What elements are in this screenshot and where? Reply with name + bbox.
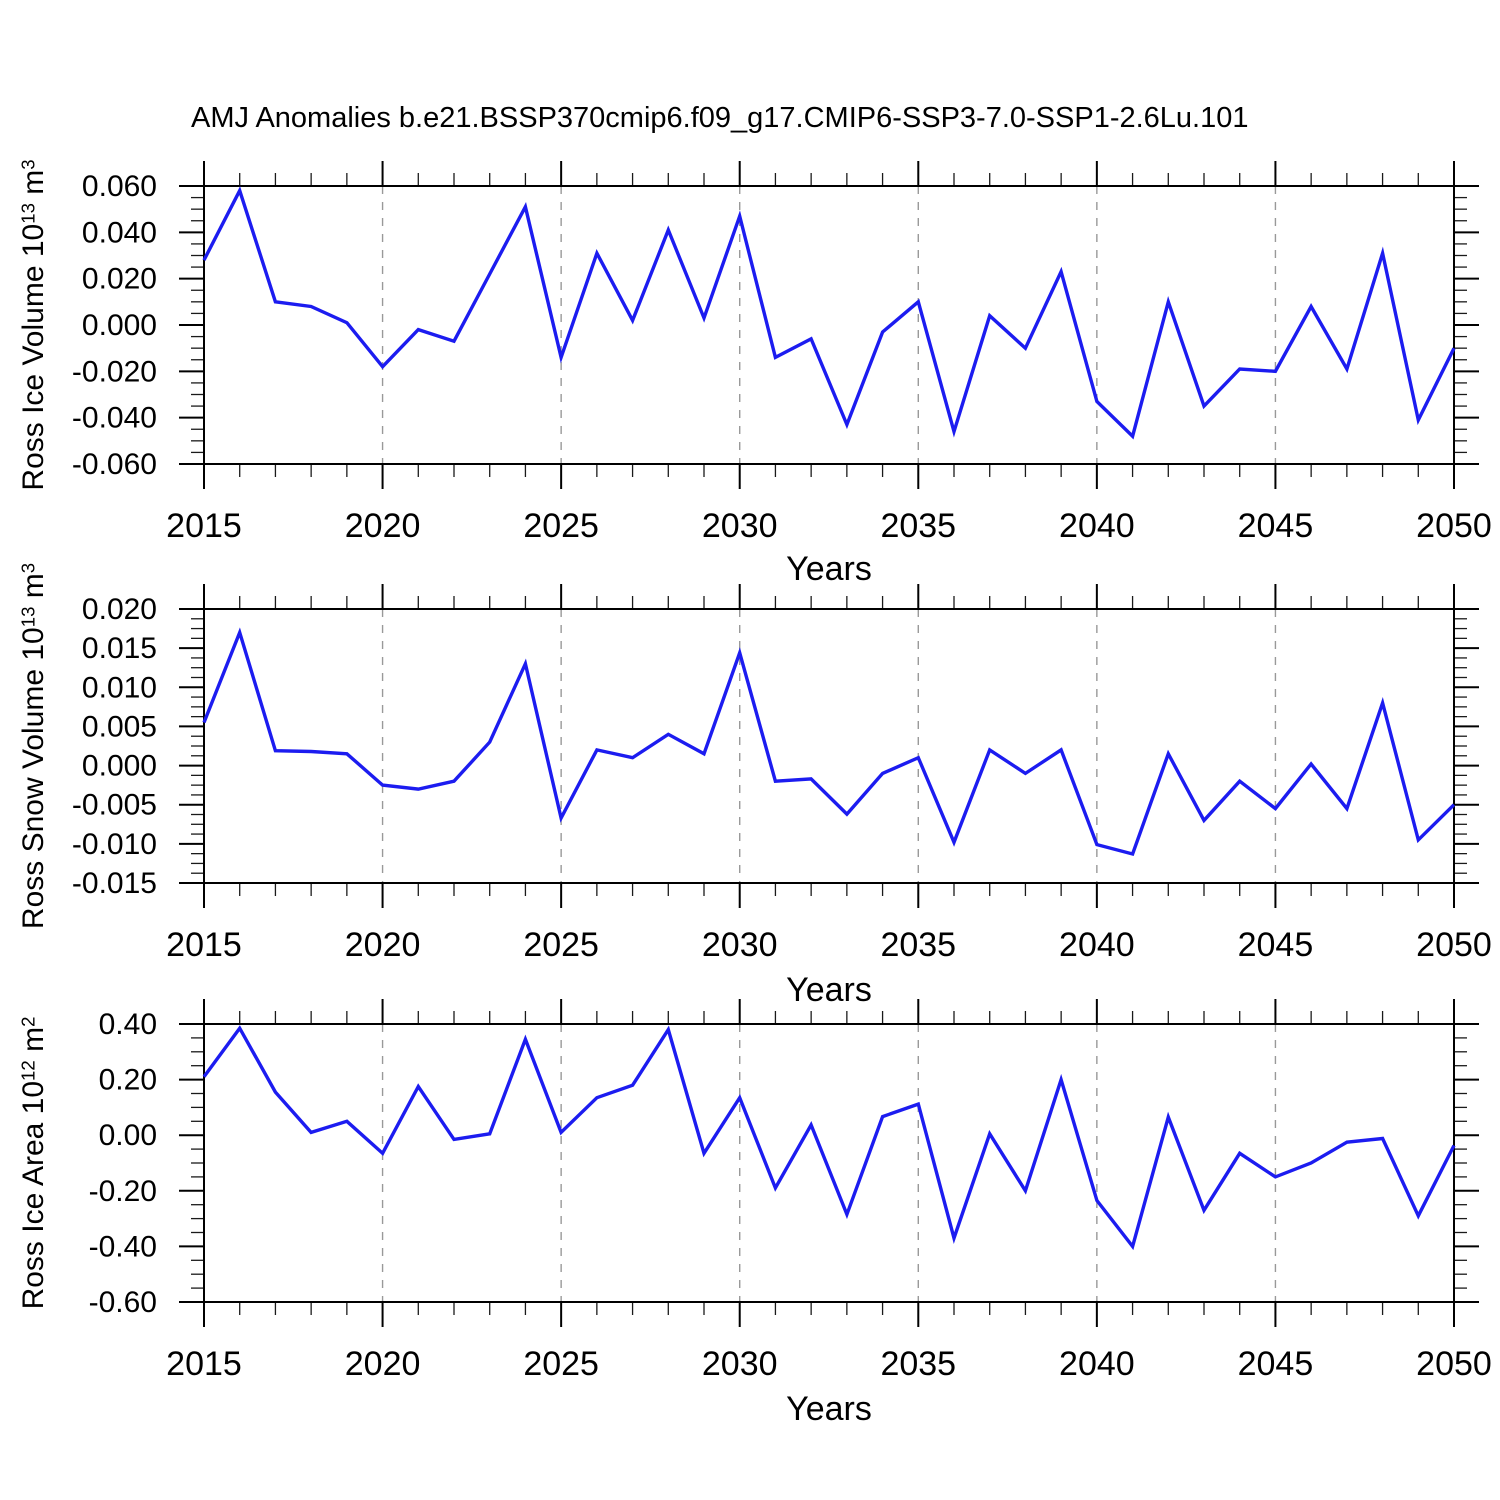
series-line-ross-snow-volume: [202, 627, 1456, 857]
y-axis-label-ross-ice-area: Ross Ice Area 1012 m2: [17, 1017, 51, 1310]
y-axis-label-unit: m: [17, 573, 50, 607]
x-tick-label: 2050: [1416, 926, 1492, 964]
y-tick-label: 0.060: [82, 170, 157, 203]
y-tick-label: 0.040: [82, 216, 157, 249]
x-axis-title-panel-3: Years: [786, 1390, 872, 1428]
x-tick-label: 2025: [523, 926, 599, 964]
x-tick-label: 2045: [1238, 1345, 1314, 1383]
x-tick-label: 2035: [880, 926, 956, 964]
y-axis-label-text: Ross Ice Area 10: [17, 1080, 50, 1310]
x-tick-label: 2050: [1416, 1345, 1492, 1383]
x-tick-label: 2030: [702, 926, 778, 964]
y-axis-label-text: Ross Ice Volume 10: [17, 223, 50, 491]
y-tick-label: 0.015: [82, 632, 157, 665]
figure-title: AMJ Anomalies b.e21.BSSP370cmip6.f09_g17…: [191, 102, 1249, 134]
x-tick-label: 2020: [345, 1345, 421, 1383]
y-tick-label: 0.00: [99, 1119, 157, 1152]
y-tick-label: -0.60: [89, 1286, 157, 1319]
chart-panel-ross-ice-volume: 0.060 0.040 0.020 0.000 -0.020 -0.040 -0.060 20…: [72, 161, 1492, 545]
x-tick-label: 2030: [702, 507, 778, 545]
x-tick-label: 2050: [1416, 507, 1492, 545]
x-tick-label: 2030: [702, 1345, 778, 1383]
x-axis-title-panel-2: Years: [786, 971, 872, 1009]
y-axis-label-unit-exponent: 3: [17, 562, 39, 574]
y-tick-label: -0.005: [72, 789, 157, 822]
y-tick-label: 0.20: [99, 1064, 157, 1097]
x-tick-label: 2015: [166, 926, 242, 964]
y-tick-label: -0.040: [72, 402, 157, 435]
y-tick-label: 0.000: [82, 750, 157, 783]
x-tick-label: 2045: [1238, 926, 1314, 964]
x-tick-label: 2040: [1059, 507, 1135, 545]
x-axis-title-panel-1: Years: [786, 550, 872, 588]
y-axis-label-unit: m: [17, 169, 50, 204]
x-tick-label: 2025: [523, 1345, 599, 1383]
x-tick-label: 2035: [880, 1345, 956, 1383]
x-tick-label: 2040: [1059, 1345, 1135, 1383]
x-tick-label: 2035: [880, 507, 956, 545]
plot-frame: [203, 608, 1455, 884]
y-tick-label: -0.010: [72, 828, 157, 861]
x-tick-label: 2040: [1059, 926, 1135, 964]
x-tick-label: 2020: [345, 926, 421, 964]
y-axis-label-unit-exponent: 3: [17, 159, 39, 170]
plot-frame: [203, 185, 1455, 465]
x-tick-label: 2020: [345, 507, 421, 545]
x-tick-label: 2025: [523, 507, 599, 545]
y-tick-label: 0.005: [82, 710, 157, 743]
series-line-ross-ice-volume: [202, 186, 1456, 440]
y-tick-label: 0.020: [82, 263, 157, 296]
y-axis-label-ross-snow-volume: Ross Snow Volume 1013 m3: [17, 563, 51, 929]
y-tick-label: -0.020: [72, 355, 157, 388]
y-tick-label: 0.000: [82, 309, 157, 342]
chart-panel-ross-ice-area: 0.40 0.20 0.00 -0.20 -0.40 -0.60 2015 2020 2025 2…: [89, 999, 1492, 1383]
y-tick-label: 0.40: [99, 1008, 157, 1041]
y-axis-label-exponent: 12: [17, 1060, 39, 1081]
x-tick-label: 2015: [166, 1345, 242, 1383]
y-tick-label: -0.015: [72, 867, 157, 900]
y-axis-label-exponent: 13: [17, 606, 39, 628]
y-tick-label: 0.010: [82, 671, 157, 704]
y-tick-label: 0.020: [82, 593, 157, 626]
series-line-ross-ice-area: [202, 1025, 1456, 1251]
x-tick-label: 2015: [166, 507, 242, 545]
y-axis-label-ross-ice-volume: Ross Ice Volume 1013 m3: [17, 159, 51, 490]
y-tick-label: -0.40: [89, 1230, 157, 1263]
y-axis-label-unit: m: [17, 1026, 50, 1061]
plot-frame: [203, 1023, 1455, 1303]
y-axis-label-text: Ross Snow Volume 10: [17, 627, 50, 930]
y-tick-label: -0.060: [72, 448, 157, 481]
y-axis-label-unit-exponent: 2: [17, 1016, 39, 1027]
y-tick-label: -0.20: [89, 1175, 157, 1208]
x-tick-label: 2045: [1238, 507, 1314, 545]
chart-panel-ross-snow-volume: 0.020 0.015 0.010 0.005 0.000 -0.005 -0.010 -0.…: [72, 584, 1492, 964]
y-axis-label-exponent: 13: [17, 203, 39, 224]
